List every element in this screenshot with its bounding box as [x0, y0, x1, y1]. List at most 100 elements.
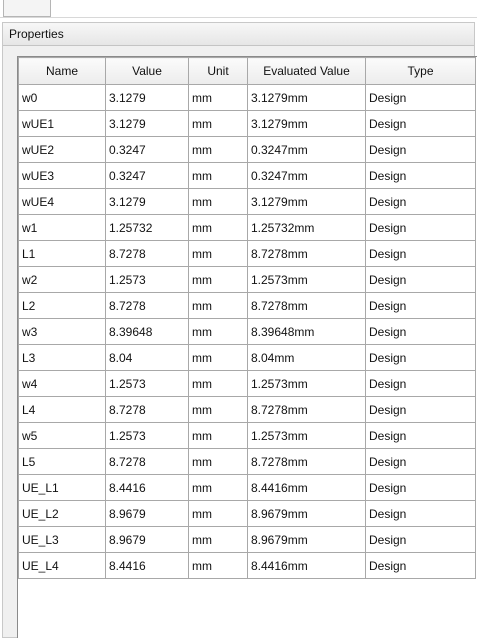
- table-row[interactable]: w1 1.25732 mm 1.25732mm Design: [18, 214, 476, 241]
- unit-cell[interactable]: mm: [188, 266, 248, 293]
- value-cell[interactable]: 1.25732: [105, 214, 189, 241]
- table-row[interactable]: UE_L4 8.4416 mm 8.4416mm Design: [18, 552, 476, 579]
- value-cell[interactable]: 3.1279: [105, 84, 189, 111]
- evaluated-value-cell[interactable]: 8.7278mm: [247, 396, 366, 423]
- evaluated-value-cell[interactable]: 8.9679mm: [247, 526, 366, 553]
- unit-cell[interactable]: mm: [188, 500, 248, 527]
- name-cell[interactable]: w1: [18, 214, 106, 241]
- name-cell[interactable]: wUE1: [18, 110, 106, 137]
- evaluated-value-cell[interactable]: 8.4416mm: [247, 474, 366, 501]
- unit-cell[interactable]: mm: [188, 188, 248, 215]
- table-row[interactable]: w2 1.2573 mm 1.2573mm Design: [18, 266, 476, 293]
- type-cell[interactable]: Design: [365, 500, 476, 527]
- evaluated-value-cell[interactable]: 8.4416mm: [247, 552, 366, 579]
- evaluated-value-cell[interactable]: 1.25732mm: [247, 214, 366, 241]
- unit-cell[interactable]: mm: [188, 526, 248, 553]
- unit-cell[interactable]: mm: [188, 370, 248, 397]
- unit-cell[interactable]: mm: [188, 110, 248, 137]
- type-cell[interactable]: Design: [365, 136, 476, 163]
- value-cell[interactable]: 8.7278: [105, 240, 189, 267]
- evaluated-value-cell[interactable]: 3.1279mm: [247, 188, 366, 215]
- name-cell[interactable]: w5: [18, 422, 106, 449]
- value-cell[interactable]: 8.04: [105, 344, 189, 371]
- evaluated-value-cell[interactable]: 3.1279mm: [247, 84, 366, 111]
- evaluated-value-cell[interactable]: 0.3247mm: [247, 136, 366, 163]
- name-cell[interactable]: L5: [18, 448, 106, 475]
- value-cell[interactable]: 0.3247: [105, 136, 189, 163]
- type-cell[interactable]: Design: [365, 214, 476, 241]
- name-cell[interactable]: L3: [18, 344, 106, 371]
- unit-cell[interactable]: mm: [188, 396, 248, 423]
- type-cell[interactable]: Design: [365, 422, 476, 449]
- table-row[interactable]: L3 8.04 mm 8.04mm Design: [18, 344, 476, 371]
- unit-cell[interactable]: mm: [188, 162, 248, 189]
- table-row[interactable]: wUE2 0.3247 mm 0.3247mm Design: [18, 136, 476, 163]
- name-cell[interactable]: L2: [18, 292, 106, 319]
- unit-cell[interactable]: mm: [188, 136, 248, 163]
- name-cell[interactable]: wUE3: [18, 162, 106, 189]
- name-cell[interactable]: wUE4: [18, 188, 106, 215]
- name-cell[interactable]: w4: [18, 370, 106, 397]
- top-tab[interactable]: [3, 0, 51, 17]
- type-cell[interactable]: Design: [365, 526, 476, 553]
- unit-cell[interactable]: mm: [188, 84, 248, 111]
- name-cell[interactable]: L1: [18, 240, 106, 267]
- column-header-evaluated-value[interactable]: Evaluated Value: [247, 57, 366, 85]
- column-header-unit[interactable]: Unit: [188, 57, 248, 85]
- column-header-value[interactable]: Value: [105, 57, 189, 85]
- value-cell[interactable]: 8.7278: [105, 396, 189, 423]
- evaluated-value-cell[interactable]: 1.2573mm: [247, 266, 366, 293]
- evaluated-value-cell[interactable]: 8.39648mm: [247, 318, 366, 345]
- unit-cell[interactable]: mm: [188, 448, 248, 475]
- value-cell[interactable]: 8.4416: [105, 552, 189, 579]
- value-cell[interactable]: 1.2573: [105, 370, 189, 397]
- evaluated-value-cell[interactable]: 8.7278mm: [247, 292, 366, 319]
- name-cell[interactable]: wUE2: [18, 136, 106, 163]
- value-cell[interactable]: 8.39648: [105, 318, 189, 345]
- table-row[interactable]: UE_L2 8.9679 mm 8.9679mm Design: [18, 500, 476, 527]
- name-cell[interactable]: UE_L1: [18, 474, 106, 501]
- table-row[interactable]: w4 1.2573 mm 1.2573mm Design: [18, 370, 476, 397]
- column-header-type[interactable]: Type: [365, 57, 476, 85]
- type-cell[interactable]: Design: [365, 110, 476, 137]
- value-cell[interactable]: 0.3247: [105, 162, 189, 189]
- unit-cell[interactable]: mm: [188, 422, 248, 449]
- unit-cell[interactable]: mm: [188, 344, 248, 371]
- table-row[interactable]: w3 8.39648 mm 8.39648mm Design: [18, 318, 476, 345]
- table-row[interactable]: wUE4 3.1279 mm 3.1279mm Design: [18, 188, 476, 215]
- evaluated-value-cell[interactable]: 1.2573mm: [247, 422, 366, 449]
- table-row[interactable]: wUE1 3.1279 mm 3.1279mm Design: [18, 110, 476, 137]
- name-cell[interactable]: L4: [18, 396, 106, 423]
- name-cell[interactable]: w3: [18, 318, 106, 345]
- type-cell[interactable]: Design: [365, 344, 476, 371]
- evaluated-value-cell[interactable]: 3.1279mm: [247, 110, 366, 137]
- type-cell[interactable]: Design: [365, 396, 476, 423]
- unit-cell[interactable]: mm: [188, 474, 248, 501]
- type-cell[interactable]: Design: [365, 370, 476, 397]
- type-cell[interactable]: Design: [365, 318, 476, 345]
- type-cell[interactable]: Design: [365, 266, 476, 293]
- table-row[interactable]: UE_L3 8.9679 mm 8.9679mm Design: [18, 526, 476, 553]
- table-row[interactable]: w5 1.2573 mm 1.2573mm Design: [18, 422, 476, 449]
- type-cell[interactable]: Design: [365, 84, 476, 111]
- evaluated-value-cell[interactable]: 0.3247mm: [247, 162, 366, 189]
- value-cell[interactable]: 8.9679: [105, 500, 189, 527]
- unit-cell[interactable]: mm: [188, 552, 248, 579]
- type-cell[interactable]: Design: [365, 552, 476, 579]
- column-header-name[interactable]: Name: [18, 57, 106, 85]
- value-cell[interactable]: 8.7278: [105, 448, 189, 475]
- name-cell[interactable]: UE_L3: [18, 526, 106, 553]
- name-cell[interactable]: w0: [18, 84, 106, 111]
- table-row[interactable]: wUE3 0.3247 mm 0.3247mm Design: [18, 162, 476, 189]
- unit-cell[interactable]: mm: [188, 214, 248, 241]
- evaluated-value-cell[interactable]: 8.7278mm: [247, 240, 366, 267]
- table-row[interactable]: UE_L1 8.4416 mm 8.4416mm Design: [18, 474, 476, 501]
- unit-cell[interactable]: mm: [188, 240, 248, 267]
- type-cell[interactable]: Design: [365, 162, 476, 189]
- unit-cell[interactable]: mm: [188, 318, 248, 345]
- evaluated-value-cell[interactable]: 1.2573mm: [247, 370, 366, 397]
- name-cell[interactable]: w2: [18, 266, 106, 293]
- value-cell[interactable]: 1.2573: [105, 422, 189, 449]
- name-cell[interactable]: UE_L2: [18, 500, 106, 527]
- table-row[interactable]: L1 8.7278 mm 8.7278mm Design: [18, 240, 476, 267]
